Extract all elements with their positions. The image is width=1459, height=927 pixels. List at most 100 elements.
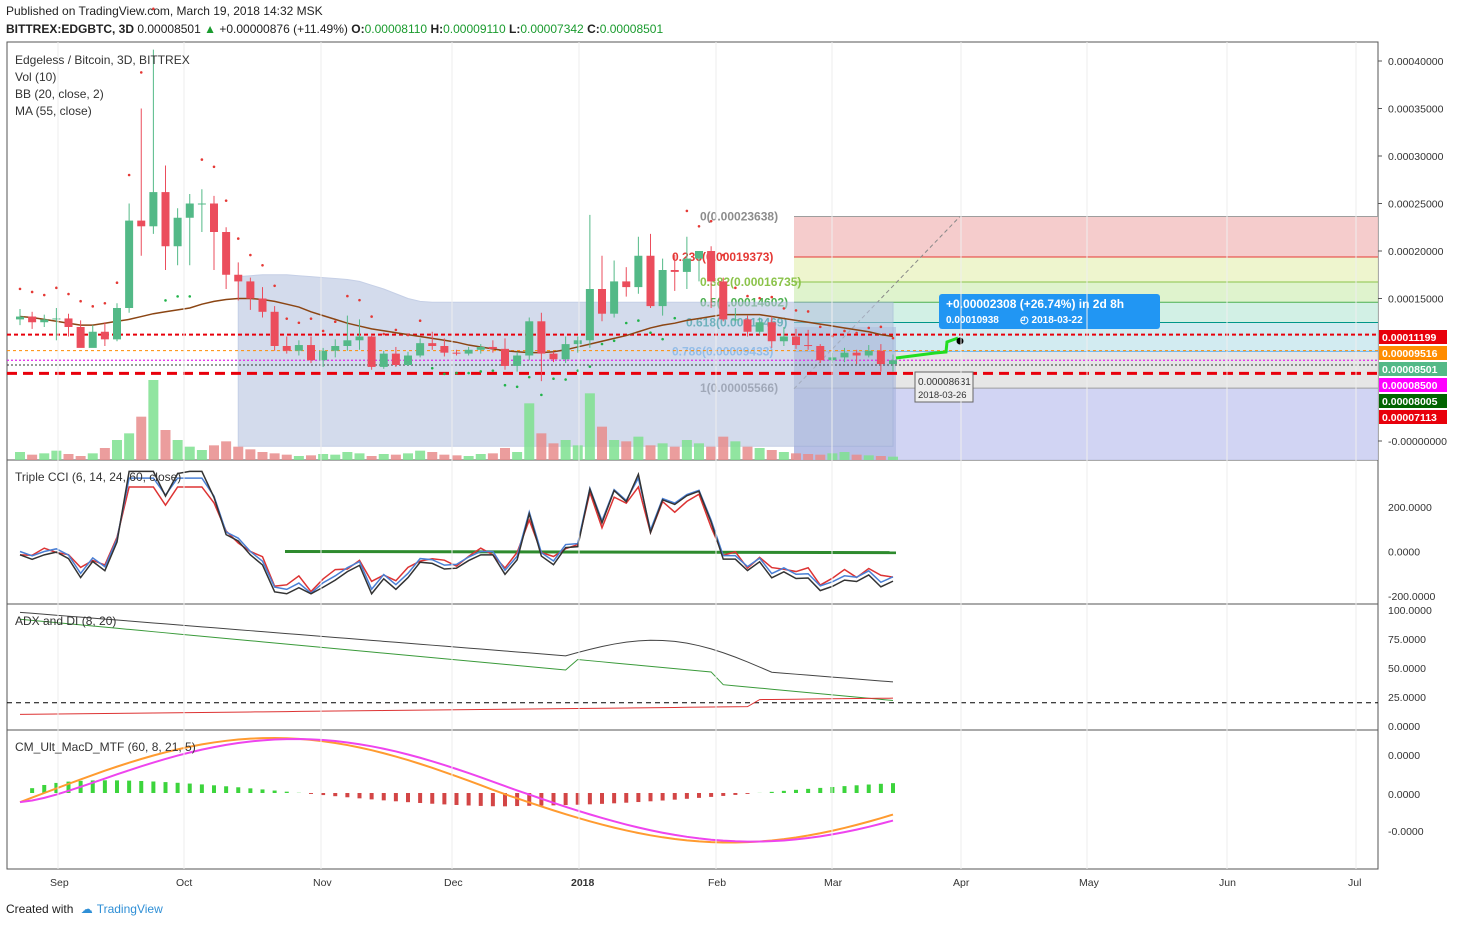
volume-bar	[730, 441, 741, 460]
close-value: 0.00008501	[599, 22, 664, 36]
candle	[270, 306, 279, 351]
candle-body	[161, 192, 170, 247]
candle-body	[646, 255, 655, 307]
adx-line	[19, 697, 894, 715]
price-tag-bg	[1379, 394, 1447, 408]
candle	[622, 267, 631, 297]
macd-histogram-bar	[745, 793, 750, 794]
sar-dot	[746, 294, 749, 298]
macd-histogram-bar	[478, 793, 483, 806]
volume-bar	[366, 456, 377, 460]
candle	[149, 49, 158, 234]
candle	[816, 344, 825, 364]
volume-bar	[439, 454, 450, 460]
macd-histogram-bar	[236, 787, 241, 793]
price-tag-text: 0.00007113	[1382, 412, 1437, 424]
volume-bar	[15, 452, 25, 460]
sar-dot	[552, 377, 555, 381]
candle-body	[428, 343, 437, 346]
volume-bar	[403, 453, 413, 460]
sar-dot	[770, 295, 774, 299]
candle-body	[585, 289, 594, 341]
projection-tooltip-date: ◴ 2018-03-22	[1020, 315, 1083, 326]
time-tick-label: Dec	[444, 877, 463, 889]
volume-bar	[306, 455, 316, 460]
cursor-date: 2018-03-26	[918, 390, 967, 401]
candle-body	[549, 353, 558, 360]
sar-dot	[42, 293, 46, 297]
close-label: C:	[587, 22, 600, 36]
open-value: 0.00008110	[364, 22, 428, 36]
candle-body	[88, 331, 97, 348]
candle-body	[137, 220, 146, 227]
volume-bar	[293, 456, 304, 460]
sar-dot	[818, 325, 822, 329]
volume-bar	[330, 454, 341, 460]
candle-body	[125, 220, 134, 308]
volume-bar	[233, 446, 244, 460]
candle	[52, 308, 61, 341]
candle-body	[719, 281, 728, 320]
candle	[658, 258, 667, 316]
sar-dot	[455, 371, 458, 375]
sar-dot	[879, 325, 883, 329]
candle-body	[16, 316, 24, 320]
sar-dot	[236, 237, 240, 240]
candle	[428, 331, 437, 350]
sar-dot	[79, 299, 82, 303]
macd-histogram-bar	[806, 788, 811, 793]
candle-body	[452, 352, 461, 354]
volume-bar	[136, 416, 147, 460]
time-tick-label: Sep	[50, 877, 69, 889]
macd-histogram-bar	[733, 793, 738, 795]
up-triangle-icon: ▲	[204, 22, 216, 36]
candle	[476, 344, 485, 354]
macd-histogram-bar	[345, 793, 350, 798]
candle	[755, 317, 764, 335]
volume-bar	[269, 453, 280, 460]
candle-body	[864, 350, 873, 356]
volume-bar	[839, 452, 850, 460]
candle-body	[282, 346, 291, 351]
sar-dot	[612, 339, 616, 343]
time-tick-label: 2018	[571, 877, 595, 889]
volume-bar	[39, 453, 50, 460]
macd-histogram-bar	[454, 793, 459, 805]
sar-dot	[867, 326, 871, 330]
price-tag-bg	[1379, 330, 1447, 344]
projection-point	[956, 337, 964, 345]
candle	[646, 233, 655, 308]
sar-dot	[115, 281, 119, 285]
symbol-label: BITTREX:EDGBTC, 3D	[6, 22, 135, 36]
time-tick-label: Nov	[313, 877, 332, 889]
volume-bar	[597, 426, 607, 460]
sar-dot	[55, 286, 58, 290]
sar-dot	[637, 319, 640, 322]
macd-histogram-bar	[393, 793, 398, 802]
candle-body	[185, 203, 194, 218]
volume-bar	[475, 454, 486, 460]
published-line: Published on TradingView.com, March 19, …	[6, 4, 323, 18]
tradingview-link[interactable]: TradingView	[96, 902, 163, 916]
price-tag-text: 0.00009516	[1382, 348, 1438, 360]
candle	[864, 345, 873, 358]
fib-zone	[794, 256, 1378, 283]
volume-bar	[196, 450, 207, 460]
macd-tick-label: 0.0000	[1388, 789, 1420, 801]
candle	[307, 336, 315, 364]
volume-bar	[584, 393, 595, 460]
sar-dot	[261, 263, 264, 267]
candle	[379, 350, 388, 369]
candle-body	[173, 217, 182, 247]
candle	[234, 262, 243, 301]
macd-pane-title: CM_Ult_MacD_MTF (60, 8, 21, 5)	[15, 740, 196, 754]
volume-bar	[621, 441, 632, 460]
time-tick-label: Mar	[824, 877, 843, 889]
adx-tick-label: 100.0000	[1388, 605, 1432, 617]
volume-bar	[742, 446, 753, 460]
sar-dot	[734, 286, 737, 290]
macd-histogram-bar	[624, 793, 629, 803]
candle-body	[731, 319, 740, 321]
sar-dot	[443, 372, 446, 376]
